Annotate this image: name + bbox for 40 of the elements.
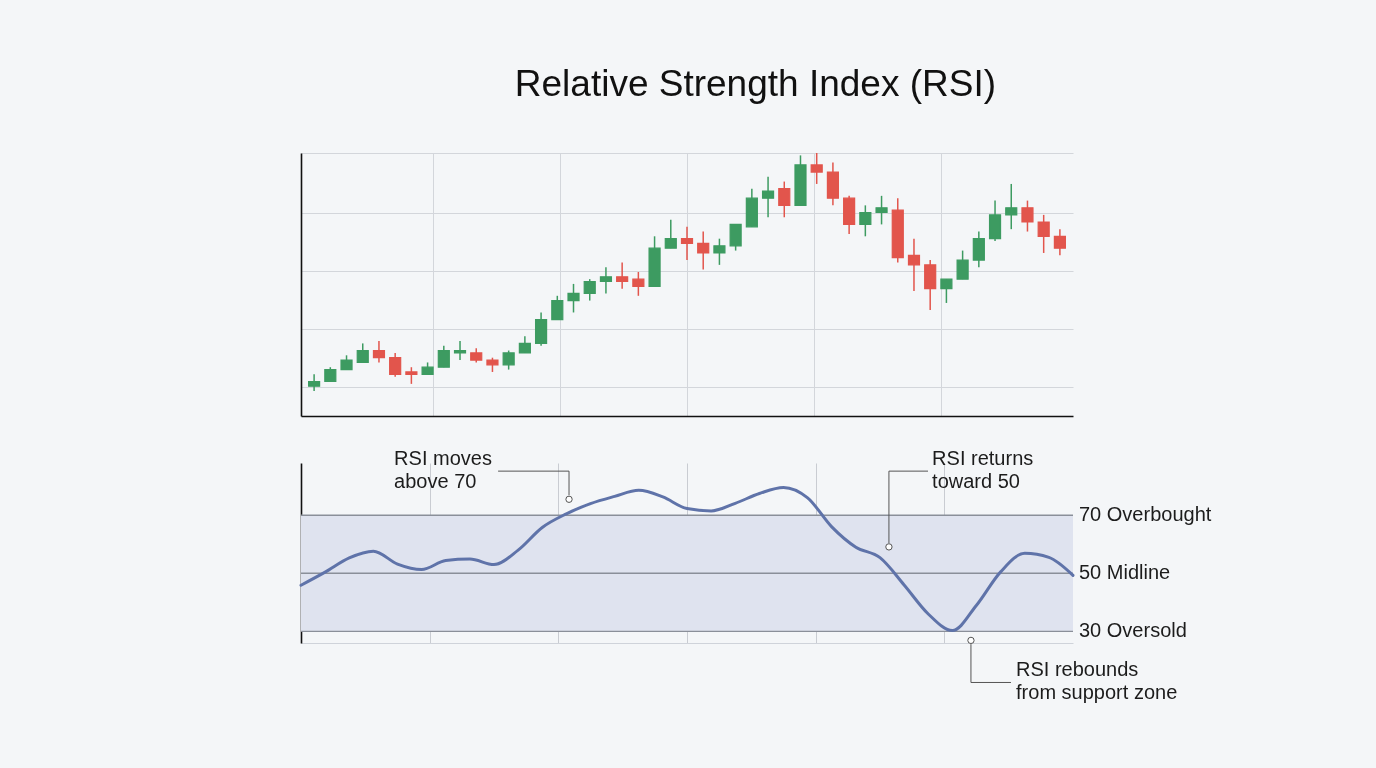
candlestick bbox=[810, 152, 823, 185]
candlestick bbox=[632, 271, 645, 297]
candlestick bbox=[389, 352, 402, 378]
candlestick bbox=[1005, 183, 1018, 230]
candlestick bbox=[713, 237, 726, 266]
candlestick bbox=[372, 340, 386, 364]
candlestick bbox=[616, 261, 629, 290]
ref-line-label: 50 Midline bbox=[1079, 561, 1171, 584]
candlestick bbox=[664, 218, 677, 249]
candlestick bbox=[1021, 199, 1034, 233]
candlestick bbox=[940, 278, 953, 304]
candlestick bbox=[567, 283, 580, 314]
candlestick bbox=[988, 199, 1002, 242]
candlestick bbox=[1053, 228, 1066, 257]
candlestick bbox=[697, 230, 710, 271]
candlestick bbox=[356, 342, 369, 364]
chart-title: Relative Strength Index (RSI) bbox=[514, 63, 997, 105]
candlestick bbox=[551, 295, 564, 321]
candlestick bbox=[534, 311, 548, 347]
candlestick bbox=[907, 237, 921, 292]
ref-line-label: 70 Overbought bbox=[1079, 503, 1212, 526]
candlestick bbox=[761, 176, 775, 219]
candlestick bbox=[437, 345, 450, 368]
candlestick bbox=[680, 226, 694, 261]
candlestick bbox=[924, 259, 937, 311]
candlestick bbox=[778, 180, 791, 219]
candlestick bbox=[583, 278, 596, 302]
candlestick bbox=[972, 230, 985, 268]
candlestick bbox=[1037, 214, 1050, 254]
candlestick bbox=[729, 223, 742, 252]
annotation: RSI moves above 70 bbox=[394, 447, 492, 493]
ref-line-label: 30 Oversold bbox=[1079, 619, 1187, 642]
candlestick bbox=[599, 266, 613, 295]
candlestick bbox=[859, 204, 872, 238]
candlestick bbox=[502, 349, 515, 371]
candlestick bbox=[875, 195, 888, 226]
annotation: RSI returns toward 50 bbox=[932, 447, 1034, 493]
candlestick bbox=[956, 249, 969, 280]
text: RSI rebounds from support zone bbox=[1016, 657, 1178, 703]
candlestick bbox=[453, 340, 467, 361]
